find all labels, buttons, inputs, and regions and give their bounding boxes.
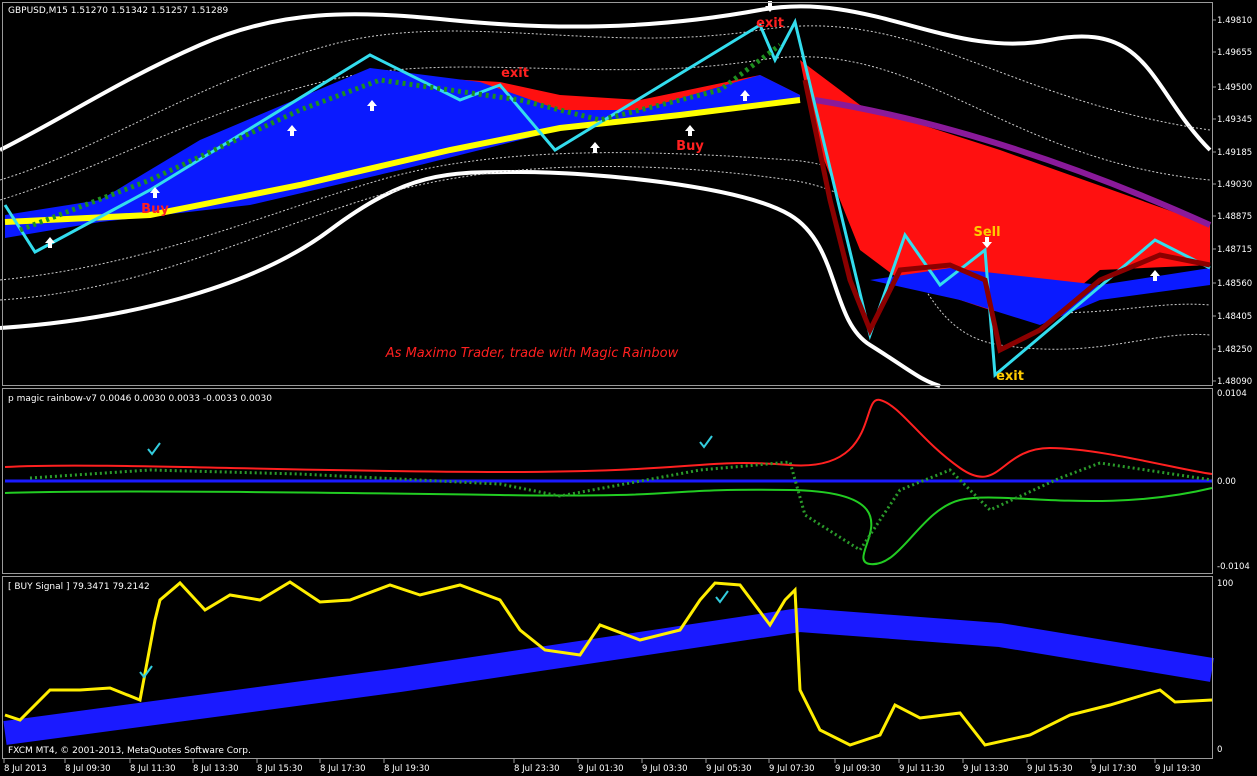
price-label: 1.49030 xyxy=(1217,180,1252,190)
purple-ma xyxy=(814,97,1212,228)
signal-label: 100 xyxy=(1217,579,1233,589)
signal-header: [ BUY Signal ] 79.3471 79.2142 xyxy=(8,582,150,592)
rainbow-label: 0.0104 xyxy=(1217,389,1247,399)
slogan: As Maximo Trader, trade with Magic Rainb… xyxy=(385,346,679,361)
time-label: 8 Jul 23:30 xyxy=(514,764,560,774)
check xyxy=(147,442,161,456)
price-label: 1.49655 xyxy=(1217,48,1252,58)
time-label: 8 Jul 2013 xyxy=(4,764,47,774)
time-label: 9 Jul 03:30 xyxy=(642,764,688,774)
blue-band xyxy=(3,607,1214,745)
up-arrow xyxy=(685,125,695,136)
lower-band xyxy=(0,169,941,388)
upper-line xyxy=(4,398,1213,478)
check xyxy=(699,435,713,449)
main-frame xyxy=(2,2,1213,386)
up-arrow xyxy=(287,125,297,136)
rainbow-drawing xyxy=(4,398,1213,566)
price-label: 1.48090 xyxy=(1217,377,1252,387)
price-label: 1.48715 xyxy=(1217,245,1252,255)
price-label: 1.48405 xyxy=(1217,312,1252,322)
annotation: Sell xyxy=(973,225,1000,240)
dotted-band xyxy=(0,25,1211,181)
yellow-ma xyxy=(4,97,801,225)
annotation: exit xyxy=(501,66,529,81)
price-label: 1.49500 xyxy=(1217,83,1252,93)
candles xyxy=(802,79,1211,354)
dotted-band xyxy=(0,56,1211,201)
time-label: 9 Jul 17:30 xyxy=(1091,764,1137,774)
time-label: 9 Jul 19:30 xyxy=(1155,764,1201,774)
time-label: 8 Jul 09:30 xyxy=(65,764,111,774)
annotation: Buy xyxy=(141,202,169,217)
arrows xyxy=(45,1,1160,281)
price-label: 1.48250 xyxy=(1217,345,1252,355)
time-label: 9 Jul 07:30 xyxy=(769,764,815,774)
dotted-band xyxy=(0,152,1211,314)
upper-band xyxy=(0,4,1212,152)
signal-frame xyxy=(2,576,1213,759)
red-rainbow xyxy=(800,60,1210,320)
signal-label: 0 xyxy=(1217,745,1222,755)
up-arrow xyxy=(45,237,55,248)
signal-drawing xyxy=(3,580,1214,747)
check xyxy=(715,590,729,604)
rainbow-frame xyxy=(2,388,1213,574)
time-label: 9 Jul 09:30 xyxy=(835,764,881,774)
main-drawing xyxy=(0,4,1212,388)
frames xyxy=(2,2,1213,759)
rainbow-label: 0.00 xyxy=(1217,477,1236,487)
main-header: GBPUSD,M15 1.51270 1.51342 1.51257 1.512… xyxy=(8,6,228,16)
down-arrow xyxy=(982,237,992,248)
price-label: 1.49185 xyxy=(1217,148,1252,158)
blue-rainbow xyxy=(870,268,1210,325)
time-label: 8 Jul 19:30 xyxy=(384,764,430,774)
price-label: 1.48875 xyxy=(1217,212,1252,222)
time-label: 9 Jul 11:30 xyxy=(899,764,945,774)
time-label: 9 Jul 13:30 xyxy=(963,764,1009,774)
price-label: 1.49810 xyxy=(1217,16,1252,26)
price-label: 1.48560 xyxy=(1217,279,1252,289)
time-label: 8 Jul 11:30 xyxy=(130,764,176,774)
copyright: FXCM MT4, © 2001-2013, MetaQuotes Softwa… xyxy=(8,746,251,756)
up-arrow xyxy=(367,100,377,111)
price-label: 1.49345 xyxy=(1217,115,1252,125)
annotation: exit xyxy=(996,369,1024,384)
up-arrow xyxy=(740,90,750,101)
dotted-band xyxy=(0,165,1211,350)
up-arrow xyxy=(1150,270,1160,281)
blue-rainbow xyxy=(5,68,800,238)
time-label: 8 Jul 15:30 xyxy=(257,764,303,774)
down-arrow xyxy=(765,1,775,12)
rainbow-header: p magic rainbow-v7 0.0046 0.0030 0.0033 … xyxy=(8,394,272,404)
annotation: Buy xyxy=(676,139,704,154)
rainbow-label: -0.0104 xyxy=(1217,562,1250,572)
lower-line xyxy=(4,487,1213,566)
up-arrow xyxy=(150,187,160,198)
time-label: 9 Jul 01:30 xyxy=(578,764,624,774)
time-label: 8 Jul 13:30 xyxy=(193,764,239,774)
time-label: 9 Jul 15:30 xyxy=(1027,764,1073,774)
check xyxy=(139,665,153,679)
time-label: 8 Jul 17:30 xyxy=(320,764,366,774)
signal-line xyxy=(4,580,1213,747)
annotation: exit xyxy=(756,16,784,31)
time-label: 9 Jul 05:30 xyxy=(706,764,752,774)
up-arrow xyxy=(590,142,600,153)
